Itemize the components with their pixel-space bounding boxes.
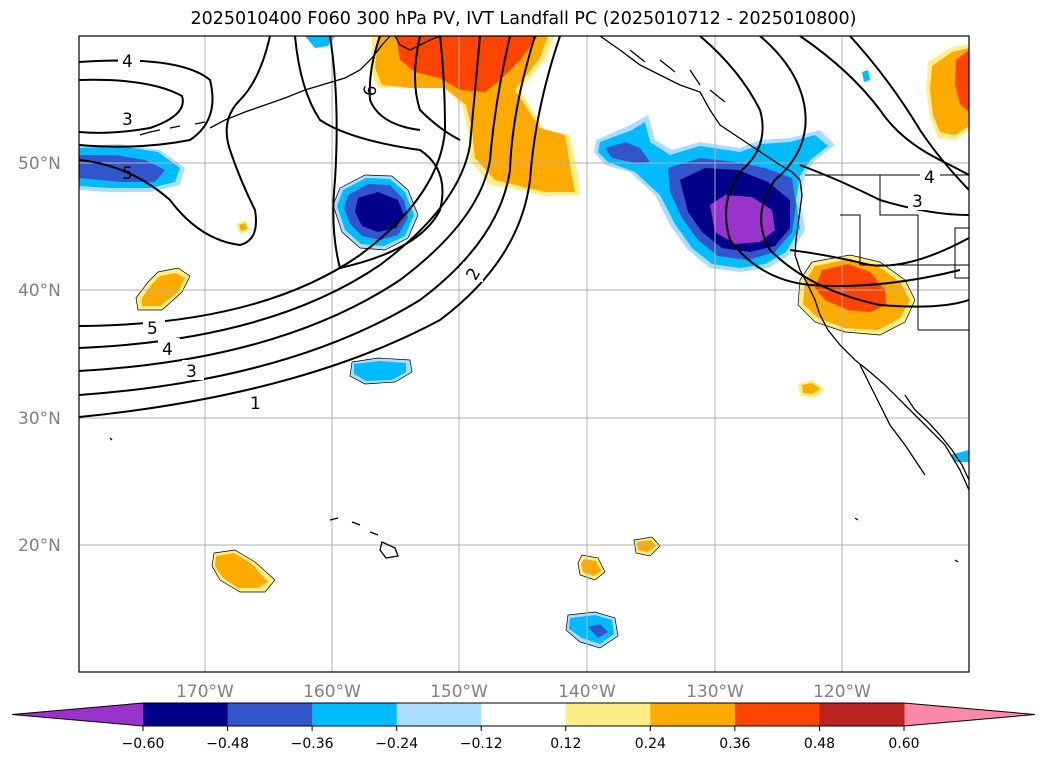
colorbar-tick-label: −0.48 xyxy=(206,736,249,752)
lon-label: 140°W xyxy=(558,682,616,702)
map-content: 4 3 5 5 4 3 1 2 6 4 3 xyxy=(79,36,969,672)
contour-label: 3 xyxy=(186,362,197,382)
lon-label: 130°W xyxy=(686,682,744,702)
contour-label: 4 xyxy=(924,168,935,188)
positive-blob-140w-mid xyxy=(581,559,601,576)
colorbar-segment xyxy=(819,703,905,726)
colorbar-tick-label: −0.36 xyxy=(291,736,334,752)
colorbar-tick-label: 0.48 xyxy=(804,736,835,752)
lon-label: 150°W xyxy=(430,682,488,702)
colorbar-segment xyxy=(734,703,820,726)
colorbar-tick-label: 0.24 xyxy=(635,736,666,752)
positive-region-gulf-alaska-high xyxy=(396,36,538,92)
lat-label: 20°N xyxy=(18,536,61,556)
colorbar: −0.60 −0.48 −0.36 −0.24 −0.12 0.12 0.24 0.36 0.4… xyxy=(11,702,1036,752)
negative-region-west-low xyxy=(79,155,165,182)
negative-region-top xyxy=(305,36,335,48)
map-title: 2025010400 F060 300 hPa PV, IVT Landfall… xyxy=(190,9,857,29)
negative-region-ne-edge xyxy=(950,450,969,462)
colorbar-segment xyxy=(481,703,567,726)
contour-label: 6 xyxy=(360,84,382,98)
colorbar-tick-label: 0.60 xyxy=(888,736,919,752)
positive-region-northeast-high xyxy=(955,50,969,112)
contour-label: 4 xyxy=(122,52,133,72)
colorbar-tick-label: −0.12 xyxy=(460,736,503,752)
map-frame xyxy=(78,35,970,673)
colorbar-segment xyxy=(565,703,651,726)
lon-label: 120°W xyxy=(813,682,871,702)
colorbar-extension-max xyxy=(904,703,1035,726)
colorbar-tick-label: −0.60 xyxy=(122,736,165,752)
lon-labels: 170°W 160°W 150°W 140°W 130°W 120°W xyxy=(176,682,871,702)
colorbar-extension-min xyxy=(12,703,143,726)
positive-region-california-high xyxy=(815,264,886,312)
colorbar-segment xyxy=(650,703,736,726)
contour-labels: 4 3 5 5 4 3 1 2 6 4 3 xyxy=(118,50,940,414)
lon-label: 170°W xyxy=(176,682,234,702)
lon-label: 160°W xyxy=(303,682,361,702)
pv-contours xyxy=(79,36,969,418)
colorbar-tick-label: 0.36 xyxy=(719,736,750,752)
negative-region-33n-mid xyxy=(354,361,406,381)
negative-region-13n-core xyxy=(588,624,608,638)
shading-outlines xyxy=(135,174,916,649)
negative-region-ne-small xyxy=(862,70,870,82)
contour-label: 5 xyxy=(122,164,133,184)
colorbar-segment xyxy=(227,703,313,726)
positive-blob-tiny-mid xyxy=(239,223,247,231)
coastlines xyxy=(109,36,969,563)
colorbar-tick-label: −0.24 xyxy=(375,736,418,752)
contour-label: 1 xyxy=(250,394,261,414)
positive-blob-south-west-mid xyxy=(215,553,268,588)
colorbar-segment xyxy=(312,703,398,726)
contour-label: 3 xyxy=(122,110,133,130)
colorbar-segment xyxy=(143,703,229,726)
colorbar-tick-label: 0.12 xyxy=(550,736,581,752)
lat-label: 30°N xyxy=(18,409,61,429)
pc-shading xyxy=(79,36,969,648)
positive-blob-135w-mid xyxy=(637,540,656,552)
contour-label: 4 xyxy=(162,340,173,360)
negative-region-central-core xyxy=(355,192,404,232)
colorbar-segment xyxy=(396,703,482,726)
gridlines xyxy=(79,36,969,672)
contour-label: 3 xyxy=(912,192,923,212)
contour-label: 5 xyxy=(147,319,158,339)
lat-label: 50°N xyxy=(18,154,61,174)
lat-labels: 50°N 40°N 30°N 20°N xyxy=(18,154,61,556)
positive-blob-baja-mid xyxy=(802,383,820,394)
lat-label: 40°N xyxy=(18,281,61,301)
